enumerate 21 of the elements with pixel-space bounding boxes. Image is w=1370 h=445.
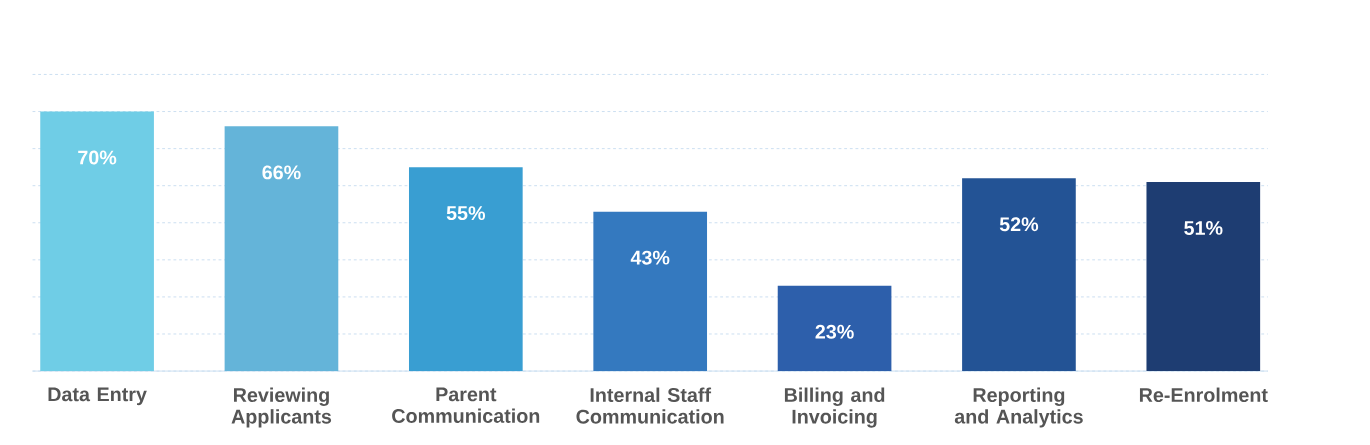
bar xyxy=(408,167,523,371)
x-tick-label: Reviewing Applicants xyxy=(231,387,332,428)
data-label: 52% xyxy=(999,217,1039,232)
bar xyxy=(777,285,892,371)
data-label: 55% xyxy=(446,206,486,220)
bar xyxy=(593,211,708,371)
x-tick-label: Re-Enrolment xyxy=(1139,387,1268,402)
x-tick-label: Internal Staff Communication xyxy=(576,387,724,424)
data-label: 51% xyxy=(1184,220,1223,235)
data-label: 70% xyxy=(78,150,117,165)
data-label: 43% xyxy=(630,250,670,265)
bar xyxy=(1146,181,1261,371)
x-tick-label: Parent Communication xyxy=(392,387,540,423)
bar xyxy=(962,178,1076,371)
x-tick-label: Reporting and Analytics xyxy=(954,387,1083,428)
bar xyxy=(40,111,154,371)
bar xyxy=(224,126,339,371)
x-tick-label: Billing and Invoicing xyxy=(784,387,885,428)
x-tick-label: Data Entry xyxy=(48,387,147,406)
data-label: 23% xyxy=(815,324,854,339)
data-label: 66% xyxy=(262,165,301,180)
